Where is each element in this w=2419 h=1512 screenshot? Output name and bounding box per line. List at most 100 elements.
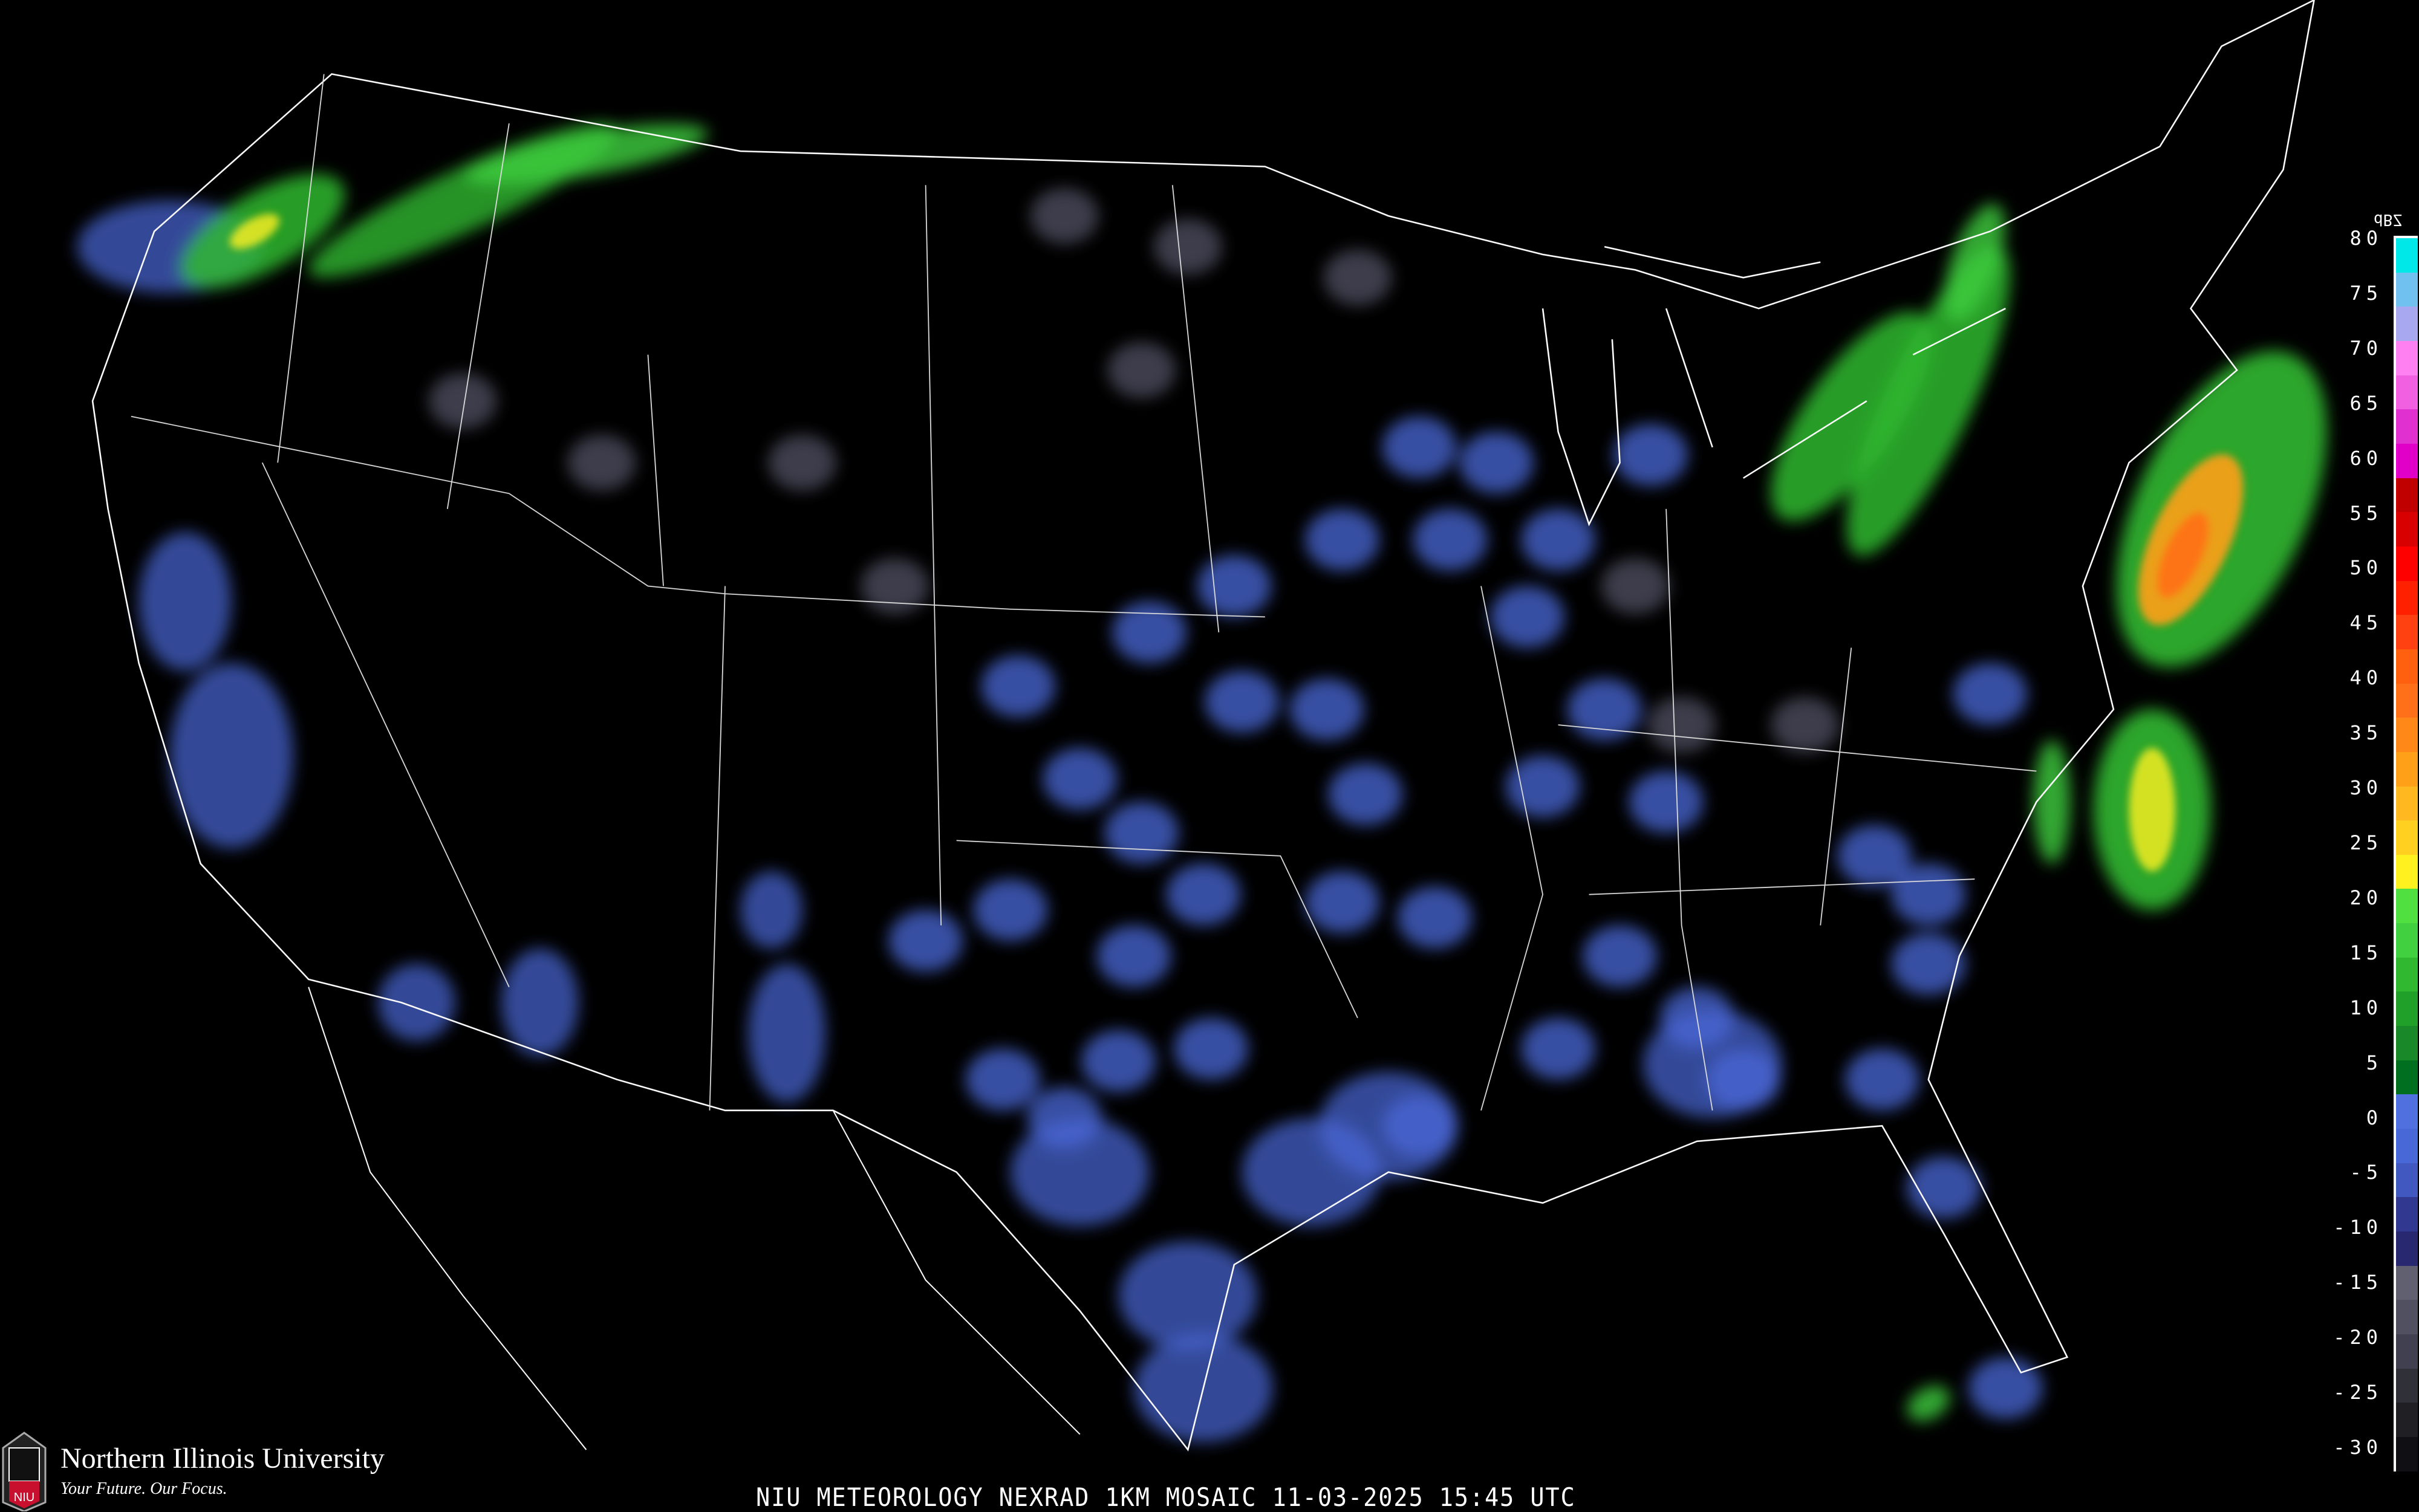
colorbar-band bbox=[2396, 375, 2418, 410]
echo bbox=[1643, 1010, 1782, 1118]
echo bbox=[1771, 311, 1932, 521]
colorbar-band bbox=[2396, 272, 2418, 307]
echo bbox=[1382, 416, 1457, 478]
echo bbox=[1846, 246, 2010, 556]
echo bbox=[1305, 871, 1379, 933]
colorbar-band bbox=[2396, 1368, 2418, 1403]
colorbar-tick-label: 10 bbox=[2349, 996, 2383, 1019]
echo bbox=[1118, 1241, 1258, 1350]
university-name: Northern Illinois University bbox=[60, 1442, 385, 1475]
echo bbox=[1096, 925, 1171, 987]
colorbar-tick-label: 55 bbox=[2349, 501, 2383, 525]
colorbar-band bbox=[2396, 751, 2418, 787]
echo bbox=[981, 655, 1055, 718]
echo bbox=[1289, 678, 1364, 741]
echo bbox=[740, 871, 803, 949]
mexico-border bbox=[308, 987, 1081, 1450]
colorbar-band bbox=[2396, 409, 2418, 444]
echo bbox=[1837, 825, 1912, 887]
echo bbox=[1174, 1017, 1248, 1080]
colorbar-band bbox=[2396, 1094, 2418, 1129]
echo bbox=[1845, 1048, 1919, 1111]
colorbar-band bbox=[2396, 991, 2418, 1027]
echo bbox=[1459, 432, 1534, 494]
echo bbox=[1891, 933, 1965, 995]
echo bbox=[429, 373, 497, 429]
echo bbox=[1043, 748, 1117, 810]
colorbar-band bbox=[2396, 478, 2418, 513]
echo bbox=[1030, 188, 1099, 244]
echo bbox=[1521, 508, 1595, 571]
colorbar-tick-label: 15 bbox=[2349, 941, 2383, 964]
echo bbox=[1613, 424, 1688, 486]
echo bbox=[2157, 512, 2209, 598]
colorbar-band bbox=[2396, 1300, 2418, 1334]
colorbar-band bbox=[2396, 1231, 2418, 1266]
colorbar-band bbox=[2396, 340, 2418, 375]
echo bbox=[1771, 697, 1839, 753]
echo bbox=[1953, 663, 2028, 725]
echo bbox=[1154, 219, 1222, 275]
echo bbox=[1629, 771, 1704, 833]
echo bbox=[1907, 1386, 1950, 1421]
colorbar-band bbox=[2396, 580, 2418, 615]
echo bbox=[169, 663, 293, 849]
colorbar-band bbox=[2396, 1265, 2418, 1300]
colorbar-band bbox=[2396, 854, 2418, 889]
colorbar-band bbox=[2396, 786, 2418, 821]
echo bbox=[378, 964, 455, 1041]
echo bbox=[965, 1048, 1040, 1111]
echo bbox=[1413, 508, 1488, 571]
colorbar-tick-label: 35 bbox=[2349, 721, 2383, 745]
echo bbox=[1583, 925, 1657, 987]
colorbar-band bbox=[2396, 1403, 2418, 1437]
echo bbox=[1891, 863, 1965, 926]
colorbar-tick-label: 20 bbox=[2349, 886, 2383, 909]
echo bbox=[1104, 802, 1179, 864]
colorbar-band bbox=[2396, 649, 2418, 684]
echo bbox=[1305, 508, 1379, 571]
echo bbox=[1490, 586, 1564, 648]
echo bbox=[1197, 555, 1272, 617]
echo bbox=[2129, 748, 2175, 872]
colorbar-band bbox=[2396, 683, 2418, 718]
colorbar-band bbox=[2396, 718, 2418, 752]
echo bbox=[1319, 1071, 1458, 1180]
colorbar-band bbox=[2396, 1129, 2418, 1163]
niu-logo-mark: NIU bbox=[14, 1491, 34, 1504]
echo bbox=[2033, 740, 2071, 864]
colorbar-tick-label: -5 bbox=[2349, 1161, 2383, 1184]
colorbar-tick-label: 45 bbox=[2349, 611, 2383, 635]
echo bbox=[1328, 763, 1402, 825]
colorbar-band bbox=[2396, 443, 2418, 478]
colorbar-band bbox=[2396, 546, 2418, 581]
colorbar-tick-label: 5 bbox=[2366, 1051, 2383, 1074]
colorbar-band bbox=[2396, 1163, 2418, 1198]
echo bbox=[1081, 1030, 1156, 1092]
echo bbox=[768, 435, 836, 491]
colorbar-tick-label: 40 bbox=[2349, 666, 2383, 690]
echo bbox=[1647, 697, 1716, 753]
colorbar-tick-label: 50 bbox=[2349, 556, 2383, 580]
great-lakes bbox=[1542, 245, 2006, 527]
colorbar-band bbox=[2396, 1026, 2418, 1060]
echo bbox=[1944, 203, 2005, 321]
echo bbox=[1205, 670, 1279, 733]
colorbar-tick-label: -25 bbox=[2333, 1381, 2383, 1404]
echo bbox=[229, 213, 279, 249]
echo bbox=[861, 558, 929, 614]
echo bbox=[973, 879, 1048, 941]
colorbar-unit: dBZ bbox=[2374, 210, 2402, 229]
echo bbox=[1521, 1017, 1595, 1080]
echo bbox=[501, 948, 579, 1057]
echo bbox=[567, 435, 636, 491]
echo bbox=[1323, 250, 1392, 306]
colorbar-tick-label: 0 bbox=[2366, 1106, 2383, 1129]
echo bbox=[1166, 863, 1241, 926]
echo bbox=[1567, 678, 1642, 741]
map-title: NIU METEOROLOGY NEXRAD 1KM MOSAIC 11-03-… bbox=[756, 1482, 1576, 1512]
colorbar-band bbox=[2396, 889, 2418, 924]
state-borders bbox=[131, 74, 2037, 1111]
colorbar-band bbox=[2396, 957, 2418, 992]
